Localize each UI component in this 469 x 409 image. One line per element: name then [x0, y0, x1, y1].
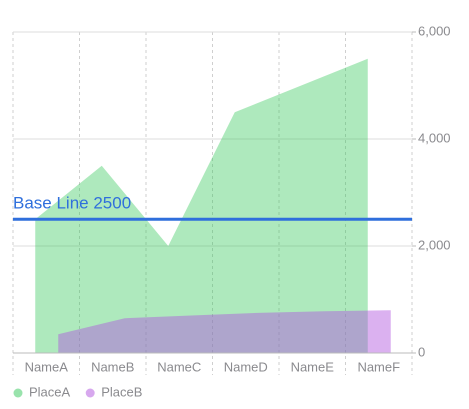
area	[35, 58, 368, 353]
y-tick-label: 6,000	[418, 23, 451, 38]
y-tick-label: 4,000	[418, 130, 451, 145]
x-tick-label: NameC	[157, 359, 201, 374]
x-tick-label: NameF	[357, 359, 400, 374]
legend-label: PlaceA	[29, 384, 71, 399]
x-tick-label: NameD	[224, 359, 268, 374]
y-tick-label: 0	[418, 344, 425, 359]
area	[58, 310, 391, 353]
legend-swatch	[13, 388, 23, 398]
x-tick-label: NameA	[25, 359, 69, 374]
x-tick-label: NameB	[91, 359, 134, 374]
legend-swatch	[85, 388, 95, 398]
rule-label: Base Line 2500	[13, 194, 131, 213]
y-tick-label: 2,000	[418, 237, 451, 252]
x-tick-label: NameE	[291, 359, 335, 374]
legend-label: PlaceB	[101, 384, 142, 399]
